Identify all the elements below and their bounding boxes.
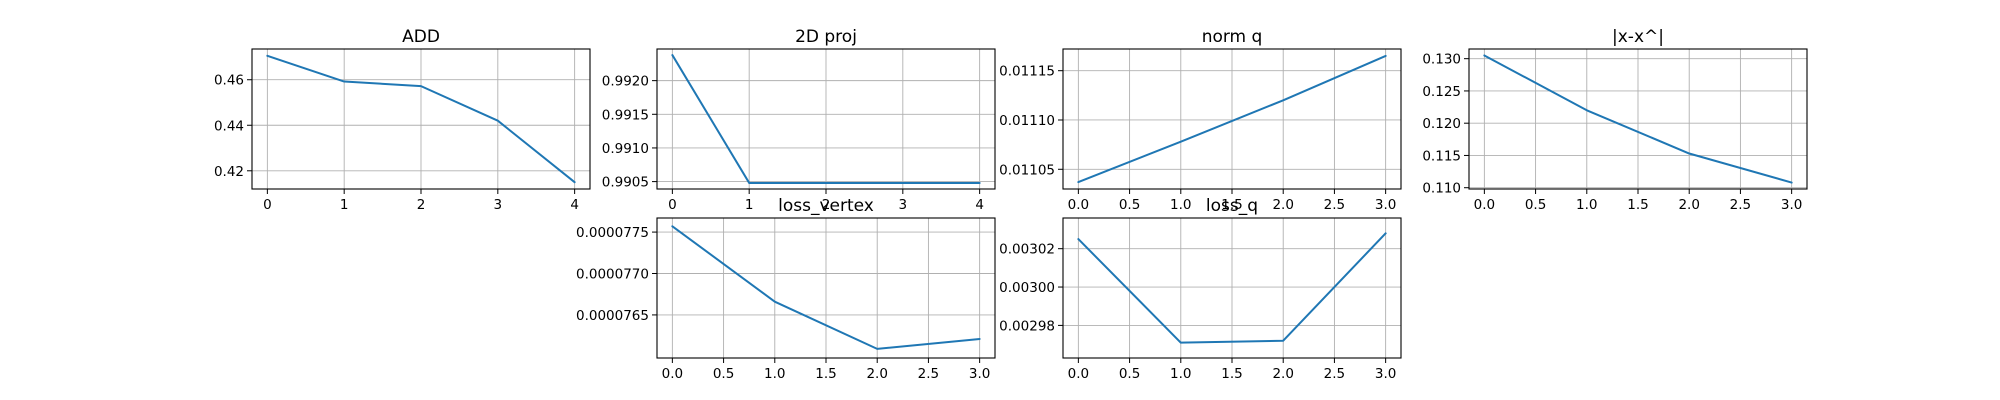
x-tick-label: 4 (975, 197, 984, 213)
x-tick-label: 3.0 (1781, 197, 1802, 213)
subplot-4: 0.0 0.5 1.0 1.5 2.0 2.5 3.0 0.110 0.115 0.120 0.12… (1422, 27, 1808, 213)
x-tick-label: 2.0 (866, 366, 887, 382)
x-tick-label: 2.5 (1730, 197, 1751, 213)
series-line-1 (671, 225, 981, 350)
subplot-title: ADD (402, 27, 440, 47)
y-tick-label: 0.0000775 (576, 225, 649, 241)
y-tick-label: 0.01115 (999, 64, 1055, 80)
x-tick-label: 0.0 (662, 366, 683, 382)
x-tick-label: 3.0 (1375, 366, 1396, 382)
y-tick-label: 0.01105 (999, 162, 1055, 178)
y-tick-label: 0.9915 (602, 107, 649, 123)
y-tick-label: 0.44 (214, 118, 244, 134)
x-tick-label: 3.0 (1375, 197, 1396, 213)
x-tick-label: 2 (417, 197, 426, 213)
series-line-1 (671, 54, 981, 184)
x-tick-label: 1 (340, 197, 349, 213)
x-tick-label: 2.5 (1324, 366, 1345, 382)
x-tick-label: 1.5 (1221, 197, 1242, 213)
subplot-2: 0 1 2 3 4 0.9905 0.9910 0.9915 0.9920 2D proj (602, 27, 996, 213)
y-tick-label: 0.9920 (602, 74, 649, 90)
subplot-5: 0.0 0.5 1.0 1.5 2.0 2.5 3.0 0.0000765 0.0000770 0… (576, 196, 996, 382)
series-line-1 (266, 54, 576, 184)
y-tick-label: 0.0000770 (576, 267, 649, 283)
x-tick-label: 1.0 (1576, 197, 1597, 213)
subplot-title: |x-x^| (1612, 27, 1664, 47)
y-tick-label: 0.01110 (999, 113, 1055, 129)
y-tick-label: 0.46 (214, 73, 244, 89)
x-tick-label: 1.0 (1170, 366, 1191, 382)
y-tick-label: 0.120 (1422, 116, 1461, 132)
x-tick-label: 0 (263, 197, 272, 213)
subplot-1: 0 1 2 3 4 0.42 0.44 0.46 ADD (214, 27, 591, 213)
x-tick-label: 0.5 (713, 366, 734, 382)
y-tick-label: 0.9910 (602, 141, 649, 157)
x-tick-label: 2.5 (918, 366, 939, 382)
x-tick-label: 2.5 (1324, 197, 1345, 213)
y-tick-label: 0.00300 (999, 280, 1055, 296)
x-tick-label: 1.0 (1170, 197, 1191, 213)
x-tick-label: 3 (494, 197, 503, 213)
subplot-6: 0.0 0.5 1.0 1.5 2.0 2.5 3.0 0.00298 0.00300 0.003… (999, 196, 1402, 382)
x-tick-label: 2.0 (1272, 366, 1293, 382)
x-tick-label: 0.5 (1119, 366, 1140, 382)
y-tick-label: 0.130 (1422, 52, 1461, 68)
subplot-3: 0.0 0.5 1.0 1.5 2.0 2.5 3.0 0.01105 0.01110 0.011… (999, 27, 1402, 213)
series-line-1 (1077, 54, 1387, 184)
y-tick-label: 0.9905 (602, 175, 649, 191)
x-tick-label: 2 (822, 197, 831, 213)
subplot-title: norm q (1202, 27, 1263, 47)
subplot-title: loss_vertex (778, 196, 874, 216)
y-tick-label: 0.00298 (999, 318, 1055, 334)
x-tick-label: 3 (899, 197, 908, 213)
x-tick-label: 1 (745, 197, 754, 213)
x-tick-label: 0 (668, 197, 677, 213)
x-tick-label: 2.0 (1272, 197, 1293, 213)
x-tick-label: 1.5 (815, 366, 836, 382)
x-tick-label: 1.5 (1221, 366, 1242, 382)
x-tick-label: 1.0 (764, 366, 785, 382)
y-tick-label: 0.115 (1422, 148, 1461, 164)
x-tick-label: 0.5 (1525, 197, 1546, 213)
x-tick-label: 4 (570, 197, 579, 213)
y-tick-label: 0.125 (1422, 84, 1461, 100)
series-line-1 (1483, 54, 1793, 184)
subplot-title: 2D proj (795, 27, 857, 47)
subplot-title: loss_q (1206, 196, 1258, 216)
x-tick-label: 1.5 (1627, 197, 1648, 213)
y-tick-label: 0.00302 (999, 242, 1055, 258)
x-tick-label: 2.0 (1678, 197, 1699, 213)
y-tick-label: 0.110 (1422, 181, 1461, 197)
x-tick-label: 0.0 (1474, 197, 1495, 213)
x-tick-label: 0.0 (1068, 366, 1089, 382)
x-tick-label: 0.0 (1068, 197, 1089, 213)
y-tick-label: 0.0000765 (576, 308, 649, 324)
x-tick-label: 0.5 (1119, 197, 1140, 213)
x-tick-label: 3.0 (969, 366, 990, 382)
y-tick-label: 0.42 (214, 164, 244, 180)
series-line-1 (1077, 232, 1387, 344)
